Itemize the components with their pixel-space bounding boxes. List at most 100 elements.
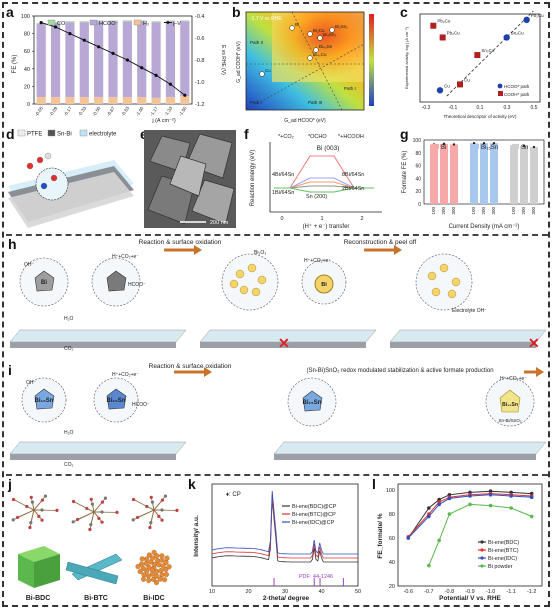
series-line <box>211 494 358 559</box>
ion-label: H₂O <box>64 316 74 322</box>
x-tick-label: -0.3 <box>422 105 431 111</box>
legend-swatch <box>17 129 26 137</box>
atom <box>89 497 93 501</box>
sphere-particle <box>137 569 143 575</box>
bar-h2 <box>50 96 61 104</box>
legend-label: COOH* path <box>504 92 530 97</box>
atom <box>89 523 93 527</box>
sphere-particle <box>163 571 169 578</box>
x-tick-label: -0.8 <box>445 589 454 595</box>
bar-point <box>522 144 526 147</box>
point-label: Pb₂Cu <box>531 13 545 18</box>
data-point <box>529 495 534 499</box>
x-tick-label: 2 <box>360 216 363 222</box>
point-label: Cu <box>464 77 470 82</box>
atom <box>131 518 135 522</box>
bar-hcoo <box>50 23 61 97</box>
zoom-bubble <box>415 253 473 311</box>
bar-hcoo <box>79 22 89 97</box>
data-point <box>313 47 319 53</box>
legend-swatch <box>512 144 519 149</box>
bar-co <box>50 22 61 24</box>
process-arrow-head <box>394 245 402 255</box>
electrode-base <box>390 342 536 348</box>
x-tick-label: -0.33 <box>77 105 87 117</box>
sphere-particle <box>140 576 147 582</box>
series-label: 1Bi/64Sn <box>272 190 294 196</box>
bond <box>93 501 103 513</box>
bar-point <box>452 143 456 146</box>
sphere-particle <box>144 556 150 562</box>
bar <box>510 145 518 204</box>
shell-label: Sn-Bi/SnO₂ <box>498 418 521 423</box>
sphere-particle <box>145 573 151 579</box>
y-tick-label: 20 <box>24 84 30 90</box>
bar <box>470 143 478 204</box>
series-label: 2Bi/64Sn <box>342 186 364 192</box>
bar-hcoo <box>137 21 147 97</box>
y2-tick-label: -0.4 <box>195 14 204 20</box>
atom <box>148 525 152 530</box>
electrode-base <box>200 342 366 348</box>
process-step-label: Reaction & surface oxidation <box>139 239 222 246</box>
electrode-base <box>10 454 176 460</box>
bar-point <box>532 145 536 149</box>
sphere-particle <box>141 572 147 578</box>
atom <box>97 516 101 520</box>
data-point <box>488 503 493 508</box>
legend-swatch <box>89 19 98 26</box>
path-boundary <box>245 43 365 111</box>
bar-h2 <box>108 96 118 104</box>
point-label: Pb₂Cu <box>447 30 461 35</box>
point-label: Bi₂Sn₂ <box>335 24 348 29</box>
sphere-particle <box>146 552 152 558</box>
data-point <box>468 494 472 498</box>
point-label: Bi₄₀Cu <box>313 52 327 57</box>
atom <box>55 508 59 512</box>
series-line <box>407 493 532 538</box>
atom <box>28 525 32 530</box>
sem-image-panel-e: 200 nm <box>144 130 236 228</box>
structure-panel-j: Bi-BDC Bi-BTC Bi-IDC <box>11 494 179 602</box>
y-tick-label: 100 <box>386 488 395 494</box>
sphere-particle <box>158 567 164 574</box>
bond <box>137 509 155 518</box>
y-axis-label: Formate FE (%) <box>402 151 408 194</box>
panel-label-k: k <box>188 476 196 492</box>
legend-label: PTFE <box>27 132 42 138</box>
x-tick-label: -0.1 <box>449 105 458 111</box>
atom <box>30 500 35 504</box>
crystal-label: Bi <box>321 282 327 288</box>
x-tick-label: -0.83 <box>120 105 130 117</box>
process-arrow-head <box>194 245 202 255</box>
point-label: Cu <box>265 68 271 73</box>
bar <box>530 147 538 204</box>
legend-label: Bi-ene(IDC)@CP <box>292 520 335 526</box>
electrode-surface <box>9 329 187 343</box>
jv-point <box>140 66 144 70</box>
series-line <box>211 490 358 555</box>
bond <box>30 509 35 523</box>
bar-co <box>94 20 104 22</box>
ion-label: H⁺+CO₂+e⁻ <box>112 254 139 260</box>
x-tick-label: -1.0 <box>486 589 495 595</box>
bar <box>490 143 498 204</box>
bond <box>73 501 95 513</box>
ion-label: HCOO⁻ <box>132 402 150 408</box>
bi2o3-particle <box>251 287 261 297</box>
data-point <box>307 55 313 61</box>
legend-label: Sn-Bi <box>57 132 72 138</box>
jv-point <box>183 93 187 97</box>
series-line <box>407 494 532 539</box>
sphere-particle <box>154 569 160 575</box>
crystal-grain <box>191 179 235 225</box>
data-point <box>509 506 513 510</box>
bond <box>13 499 35 511</box>
legend-label: HCOO* path <box>504 84 530 89</box>
crystal <box>106 270 127 292</box>
bi2o3-particle <box>239 285 249 295</box>
sphere-particle <box>144 568 150 574</box>
x-tick-label: 200 <box>481 207 486 215</box>
panel-label-h: h <box>8 236 17 252</box>
atom <box>149 521 153 525</box>
